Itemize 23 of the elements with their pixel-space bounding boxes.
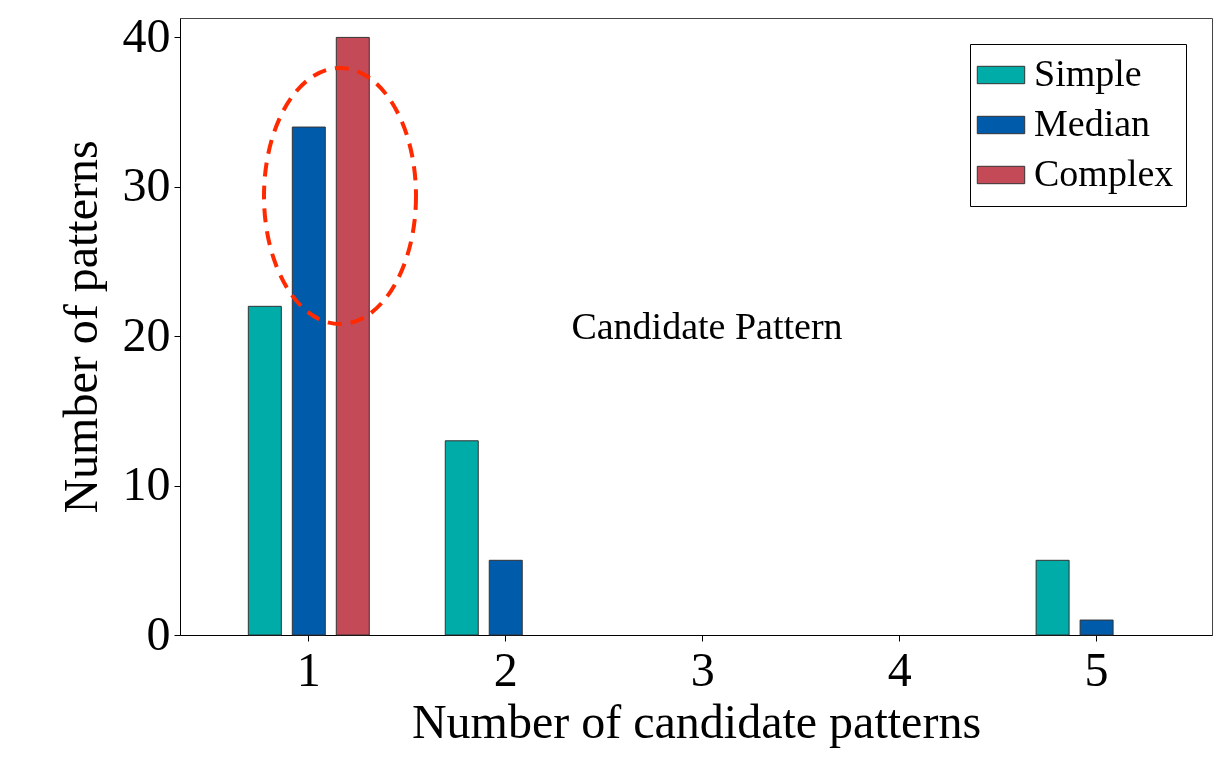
bar — [291, 126, 326, 636]
x-axis-title: Number of candidate patterns — [411, 694, 982, 748]
x-tick-label: 2 — [493, 642, 518, 696]
annotation: Candidate Pattern — [571, 305, 843, 347]
y-tick-label: 40 — [122, 8, 171, 62]
x-tick-label: 5 — [1084, 642, 1109, 696]
legend-label: Median — [1034, 102, 1151, 144]
y-axis-title: Number of patterns — [53, 140, 107, 514]
bar — [1079, 619, 1114, 636]
x-tick-label: 4 — [887, 642, 912, 696]
legend-label: Complex — [1034, 152, 1174, 194]
y-tick-label: 10 — [122, 457, 171, 511]
legend-label: Simple — [1034, 52, 1142, 94]
y-tick-label: 0 — [146, 606, 171, 660]
bar — [444, 440, 479, 636]
y-tick-label: 20 — [122, 307, 171, 361]
bar — [335, 36, 370, 636]
bar — [1035, 559, 1070, 636]
x-tick-label: 3 — [690, 642, 715, 696]
y-tick-label: 30 — [122, 158, 171, 212]
x-tick-label: 1 — [296, 642, 321, 696]
bar — [488, 559, 523, 636]
bar — [247, 305, 282, 636]
